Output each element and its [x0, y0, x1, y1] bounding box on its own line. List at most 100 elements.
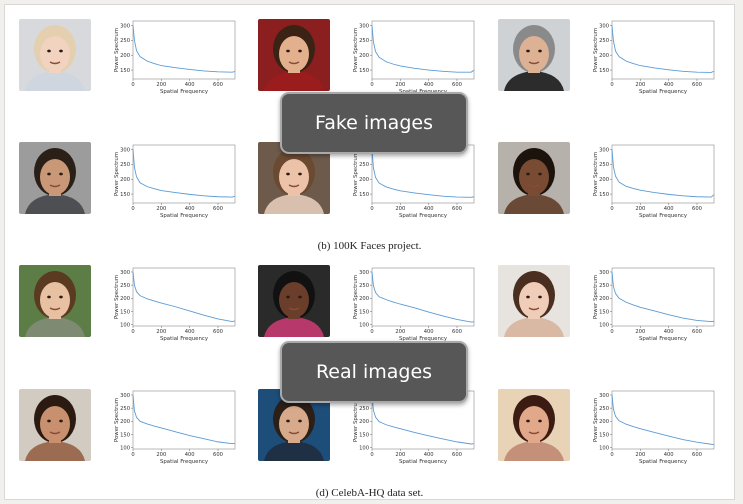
x-tick-label: 600 [213, 329, 223, 335]
spectrum-curve [371, 25, 475, 73]
x-tick-label: 400 [424, 452, 434, 458]
y-tick-label: 250 [120, 406, 130, 412]
x-tick-label: 200 [156, 452, 166, 458]
y-tick-label: 300 [120, 147, 130, 153]
x-axis-label: Spatial Frequency [639, 459, 688, 465]
y-tick-label: 150 [120, 432, 130, 438]
x-tick-label: 200 [635, 206, 645, 212]
y-tick-label: 200 [120, 53, 130, 59]
x-tick-label: 200 [635, 452, 645, 458]
face-thumbnail [258, 389, 330, 461]
x-axis-label: Spatial Frequency [639, 336, 688, 342]
face-thumbnail [258, 19, 330, 91]
y-tick-label: 300 [120, 23, 130, 29]
x-tick-label: 0 [370, 206, 373, 212]
x-tick-label: 200 [156, 329, 166, 335]
y-axis-label: Power Spectrum [114, 152, 120, 196]
x-tick-label: 600 [692, 452, 702, 458]
y-axis-label: Power Spectrum [593, 152, 599, 196]
y-tick-label: 250 [359, 38, 369, 44]
x-tick-label: 0 [131, 82, 134, 88]
x-tick-label: 200 [395, 206, 405, 212]
y-tick-label: 250 [359, 406, 369, 412]
x-tick-label: 400 [664, 206, 674, 212]
face-thumbnail [498, 19, 570, 91]
x-tick-label: 0 [610, 329, 613, 335]
face-thumbnail [19, 142, 91, 214]
x-tick-label: 400 [664, 452, 674, 458]
y-tick-label: 200 [120, 296, 130, 302]
y-tick-label: 300 [120, 270, 130, 276]
y-tick-label: 300 [599, 270, 609, 276]
x-tick-label: 400 [664, 329, 674, 335]
y-tick-label: 250 [599, 38, 609, 44]
x-tick-label: 0 [370, 82, 373, 88]
spectrum-plot: 0 200 400 600 100 150 200 250 300 Spatial Frequen… [111, 383, 239, 467]
real-images-label: Real images [280, 341, 468, 403]
plot-frame [132, 390, 236, 450]
face-thumbnail [258, 265, 330, 337]
y-axis-label: Power Spectrum [593, 28, 599, 72]
spectrum-plot: 0 200 400 600 100 150 200 250 300 Spatial Frequen… [590, 260, 718, 344]
y-tick-label: 100 [359, 322, 369, 328]
spectrum-curve [132, 149, 236, 198]
x-tick-label: 600 [213, 82, 223, 88]
plot-frame [611, 390, 715, 450]
y-tick-label: 200 [359, 177, 369, 183]
x-tick-label: 400 [424, 206, 434, 212]
x-tick-label: 600 [692, 329, 702, 335]
plot-frame [611, 20, 715, 80]
y-tick-label: 150 [359, 309, 369, 315]
caption-celeba-hq: (d) CelebA-HQ data set. [315, 487, 424, 499]
y-axis-label: Power Spectrum [593, 275, 599, 319]
face-thumbnail [19, 265, 91, 337]
face-thumbnail [498, 142, 570, 214]
y-tick-label: 100 [599, 322, 609, 328]
y-tick-label: 200 [599, 177, 609, 183]
x-tick-label: 600 [452, 82, 462, 88]
fake-images-label: Fake images [280, 92, 468, 154]
y-tick-label: 250 [599, 283, 609, 289]
x-axis-label: Spatial Frequency [160, 336, 209, 342]
plot-frame [371, 267, 475, 327]
x-tick-label: 200 [635, 82, 645, 88]
x-tick-label: 400 [185, 82, 195, 88]
plot-frame [371, 20, 475, 80]
spectrum-plot: 0 200 400 600 100 150 200 250 300 Spatial Frequen… [111, 260, 239, 344]
x-tick-label: 0 [131, 452, 134, 458]
y-tick-label: 250 [120, 283, 130, 289]
spectrum-curve [371, 394, 475, 445]
spectrum-curve [132, 25, 236, 73]
spectrum-curve [611, 271, 715, 322]
y-tick-label: 200 [599, 419, 609, 425]
x-tick-label: 400 [185, 329, 195, 335]
x-tick-label: 0 [610, 206, 613, 212]
y-axis-label: Power Spectrum [353, 152, 359, 196]
x-tick-label: 200 [395, 329, 405, 335]
y-tick-label: 150 [120, 309, 130, 315]
face-thumbnail [19, 19, 91, 91]
y-tick-label: 300 [599, 393, 609, 399]
y-tick-label: 150 [599, 192, 609, 198]
x-tick-label: 0 [610, 452, 613, 458]
y-tick-label: 300 [359, 23, 369, 29]
plot-frame [371, 144, 475, 204]
y-axis-label: Power Spectrum [114, 28, 120, 72]
x-tick-label: 400 [185, 452, 195, 458]
y-axis-label: Power Spectrum [353, 398, 359, 442]
y-tick-label: 150 [599, 309, 609, 315]
y-tick-label: 300 [120, 393, 130, 399]
x-tick-label: 600 [213, 452, 223, 458]
y-tick-label: 200 [120, 177, 130, 183]
spectrum-curve [611, 149, 715, 198]
y-tick-label: 200 [359, 53, 369, 59]
y-tick-label: 250 [120, 162, 130, 168]
y-tick-label: 200 [120, 419, 130, 425]
y-tick-label: 300 [599, 147, 609, 153]
